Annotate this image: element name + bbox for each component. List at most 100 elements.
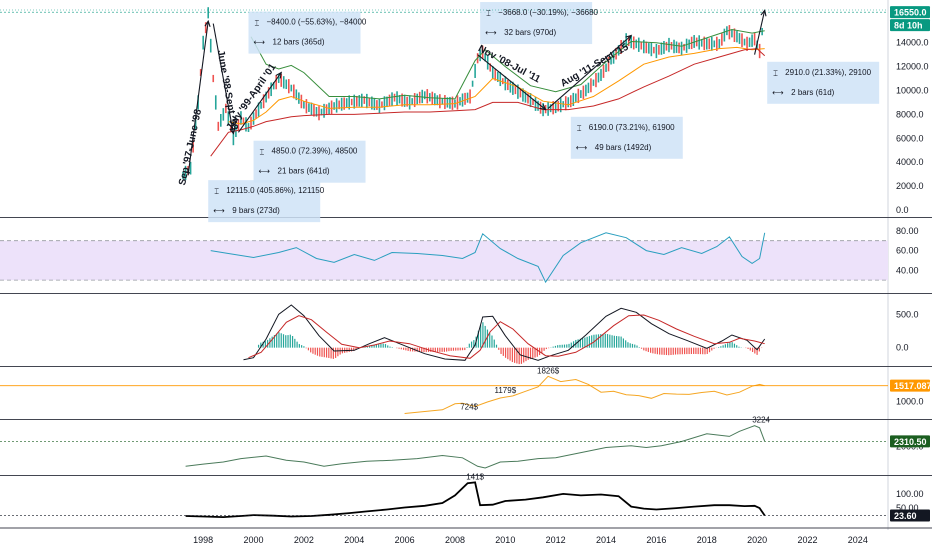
price-range-icon: ⌶ [577,124,582,133]
y-tick-label: 2000.0 [896,181,924,191]
peak-label: 1179$ [494,386,516,395]
x-tick-label: 2020 [747,535,767,545]
y-tick-label: 0.0 [896,343,909,353]
panel-macd[interactable]: 0.0 500.0 [0,293,932,365]
x-tick-label: 2014 [596,535,616,545]
date-range-icon: ⟷ [254,38,266,47]
measure-box[interactable]: ⌶ 12115.0 (405.86%), 121150 ⟷ 9 bars (273d) [208,180,325,223]
trend-arrow-line [477,54,546,111]
trend-arrow-head [275,71,282,79]
trend-arrow-head [625,34,633,42]
measure-box[interactable]: ⌶ 2910.0 (21.33%), 29100 ⟷ 2 bars (61d) [767,61,880,104]
measure-bars-text: 2 bars (61d) [791,88,834,97]
y-tick-label: 0.0 [896,205,909,215]
trend-arrow-head [760,9,767,17]
date-range-icon: ⟷ [259,167,271,176]
measure-box-background [253,140,366,183]
peak-label: 1826$ [537,366,560,375]
measure-box-background [767,61,880,104]
price-tag-label: 2310.50 [894,437,927,447]
trend-arrow-head [204,19,211,28]
x-tick-label: 2018 [697,535,717,545]
price-range-icon: ⌶ [486,9,491,18]
trend-arrow-line [187,21,209,176]
measure-box[interactable]: ⌶ −8400.0 (−55.63%), −84000 ⟷ 12 bars (365d… [248,11,367,54]
measure-box[interactable]: ⌶ 6190.0 (73.21%), 61900 ⟷ 49 bars (1492d) [570,116,683,159]
y-tick-label: 8000.0 [896,109,924,119]
x-tick-label: 2000 [244,535,264,545]
peak-label: 141$ [466,472,484,481]
date-range-icon: ⟷ [772,88,784,97]
price-tag-label: 16550.0 [894,8,927,18]
x-tick-label: 2010 [495,535,515,545]
measure-bars-text: 12 bars (365d) [273,38,325,47]
x-tick-label: 2006 [395,535,415,545]
measure-box-background [480,2,593,45]
measure-box[interactable]: ⌶ 4850.0 (72.39%), 48500 ⟷ 21 bars (641d) [253,140,366,183]
rsi-band [0,240,888,281]
measure-price-text: 12115.0 (405.86%), 121150 [226,186,325,195]
measure-price-text: −3668.0 (−30.19%), −36680 [498,8,598,17]
y-tick-label: 14000.0 [896,38,929,48]
y-tick-label: 50.00 [896,503,919,513]
measure-box-background [570,116,683,159]
series-line [210,48,766,157]
price-tag-label: 23.60 [894,511,917,521]
measure-price-text: 6190.0 (73.21%), 61900 [589,123,675,132]
panel-ratio[interactable]: 50.00 100.00 141$ 23.60 [0,472,932,522]
measure-bars-text: 49 bars (1492d) [595,143,652,152]
measure-bars-text: 9 bars (273d) [232,206,280,215]
trend-arrow-line [547,35,632,109]
panel-rsi[interactable]: 40.00 60.00 80.00 [0,217,932,284]
series-line [404,375,765,414]
series-line [185,481,766,519]
price-tag-background [890,379,930,392]
peak-label: 3224 [752,416,770,425]
measure-price-text: 2910.0 (21.33%), 29100 [785,68,871,77]
y-tick-label: 500.0 [896,309,919,319]
y-tick-label: 6000.0 [896,133,924,143]
measure-boxes: ⌶ −8400.0 (−55.63%), −84000 ⟷ 12 bars (365d… [208,2,880,223]
y-tick-label: 12000.0 [896,62,929,72]
date-range-icon: ⟷ [213,206,225,215]
price-range-icon: ⌶ [255,19,260,28]
panel-sp500[interactable]: 2000.032242310.50 [0,416,932,469]
x-axis: 1998 2000 2002 2004 2006 2008 2010 2012 2014 2016… [0,527,932,545]
y-tick-label: 1000.0 [896,396,924,406]
y-tick-label: 80.00 [896,226,919,236]
measure-box[interactable]: ⌶ −3668.0 (−30.19%), −36680 ⟷ 32 bars (970d… [480,2,599,45]
measure-price-text: 4850.0 (72.39%), 48500 [272,147,358,156]
trend-arrow-head [229,127,236,135]
price-tag-background [890,6,930,19]
y-tick-label: 4000.0 [896,157,924,167]
panel-price[interactable]: 0.0 2000.0 4000.0 6000.0 8000.0 10000.0 12000.… [0,6,930,215]
x-tick-label: 2024 [848,535,868,545]
trend-arrow-line [237,72,282,133]
series-line [243,304,766,361]
date-range-icon: ⟷ [576,143,588,152]
timer-tag-background [890,19,930,32]
x-tick-label: 2016 [646,535,666,545]
series-line [250,28,765,100]
date-range-icon: ⟷ [485,28,497,37]
series-line [210,232,766,284]
price-tag-label: 1517.087 [894,381,932,391]
y-tick-label: 10000.0 [896,85,929,95]
series-line [248,314,765,359]
timer-tag-label: 8d 10h [894,21,923,31]
y-tick-label: 100.00 [896,489,924,499]
x-tick-label: 2004 [344,535,364,545]
panel-gold[interactable]: 1000.0 1826$ 1179$ 724$ 1517.087 [0,366,932,414]
measure-box-background [208,180,321,223]
x-tick-label: 2002 [294,535,314,545]
trend-arrow-line [212,23,234,134]
trend-arrow-head [539,103,547,111]
trend-arrow-line [754,10,766,55]
measure-bars-text: 32 bars (970d) [504,28,556,37]
x-tick-label: 2022 [797,535,817,545]
measure-price-text: −8400.0 (−55.63%), −84000 [267,18,367,27]
x-tick-label: 2008 [445,535,465,545]
price-tag-background [890,509,930,522]
